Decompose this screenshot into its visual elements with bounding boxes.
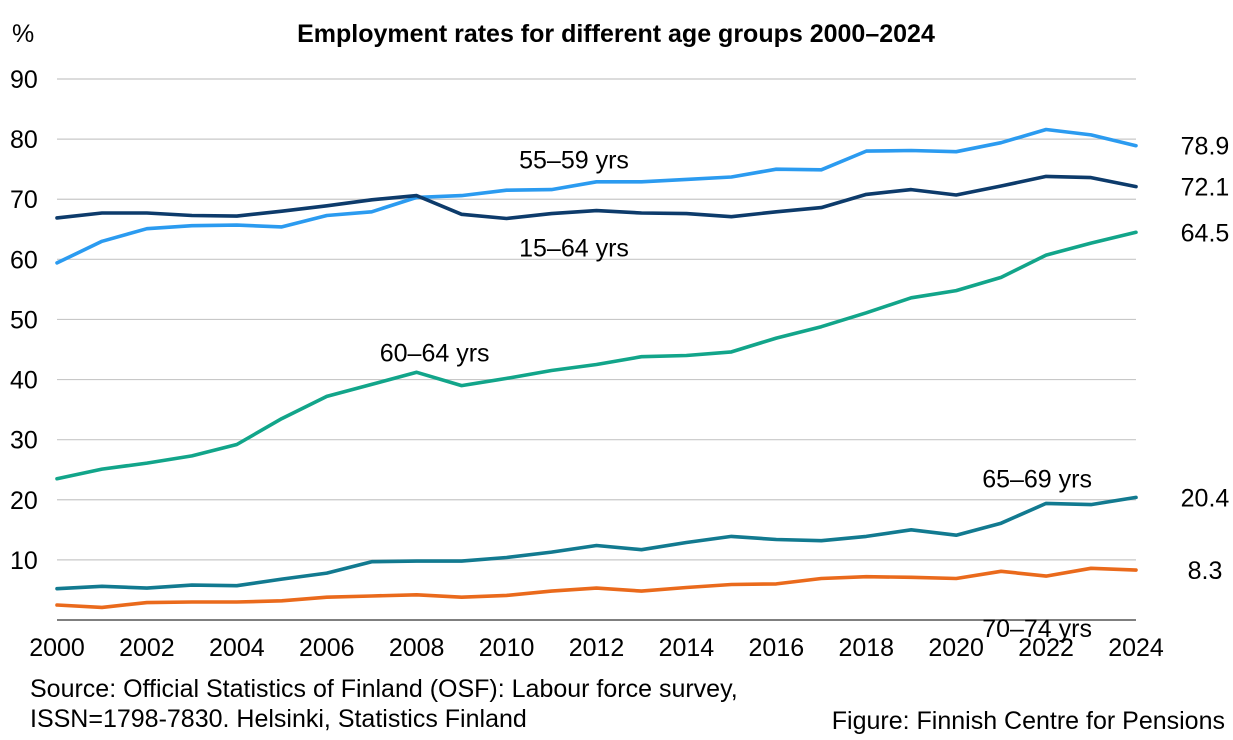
- x-tick-label: 2004: [209, 634, 265, 662]
- x-axis-ticks: 2000 2002 2004 2006 2008 2010 2012 2014 2016 2018…: [29, 634, 1164, 662]
- x-tick-label: 2016: [749, 634, 805, 662]
- y-tick-label: 90: [10, 66, 38, 94]
- x-tick-label: 2024: [1108, 634, 1164, 662]
- series-name-label: 55–59 yrs: [519, 147, 629, 175]
- series-name-label: 60–64 yrs: [380, 340, 490, 368]
- y-tick-label: 30: [10, 427, 38, 455]
- series-line: [55, 495, 1138, 591]
- y-tick-label: 70: [10, 186, 38, 214]
- y-tick-label: 80: [10, 126, 38, 154]
- chart-title: Employment rates for different age group…: [297, 20, 935, 48]
- series-end-value: 8.3: [1188, 557, 1223, 585]
- x-tick-label: 2010: [479, 634, 535, 662]
- y-axis-unit: %: [12, 20, 34, 48]
- series-lines: [55, 127, 1138, 610]
- series-line: [55, 230, 1138, 481]
- series-end-value: 64.5: [1181, 219, 1230, 247]
- source-line-2: ISSN=1798-7830. Helsinki, Statistics Fin…: [30, 705, 527, 733]
- series-line: [55, 174, 1138, 221]
- series-name-label: 70–74 yrs: [982, 615, 1092, 643]
- y-tick-label: 20: [10, 487, 38, 515]
- source-note: Source: Official Statistics of Finland (…: [30, 674, 738, 734]
- x-tick-label: 2006: [299, 634, 355, 662]
- x-tick-label: 2020: [928, 634, 984, 662]
- gridlines: [57, 78, 1136, 561]
- series-line: [55, 566, 1138, 610]
- series-end-value: 20.4: [1181, 484, 1230, 512]
- y-axis-ticks: 10 20 30 40 50 60 70 80 90: [10, 66, 38, 575]
- figure-credit: Figure: Finnish Centre for Pensions: [831, 707, 1225, 735]
- y-tick-label: 40: [10, 367, 38, 395]
- y-tick-label: 50: [10, 306, 38, 334]
- source-line-1: Source: Official Statistics of Finland (…: [30, 675, 738, 703]
- x-tick-label: 2014: [659, 634, 715, 662]
- series-name-label: 15–64 yrs: [519, 234, 629, 262]
- series-labels: 55–59 yrs 78.9 15–64 yrs 72.1 60–64 yrs 64.5 6…: [380, 133, 1230, 643]
- series-line: [55, 127, 1138, 265]
- x-tick-label: 2018: [838, 634, 894, 662]
- x-tick-label: 2008: [389, 634, 445, 662]
- series-end-value: 78.9: [1181, 133, 1230, 161]
- x-tick-label: 2002: [119, 634, 175, 662]
- x-tick-label: 2012: [569, 634, 625, 662]
- series-end-value: 72.1: [1181, 174, 1230, 202]
- y-tick-label: 60: [10, 246, 38, 274]
- x-tick-label: 2022: [1018, 634, 1074, 662]
- x-tick-label: 2000: [29, 634, 85, 662]
- y-tick-label: 10: [10, 547, 38, 575]
- series-name-label: 65–69 yrs: [982, 466, 1092, 494]
